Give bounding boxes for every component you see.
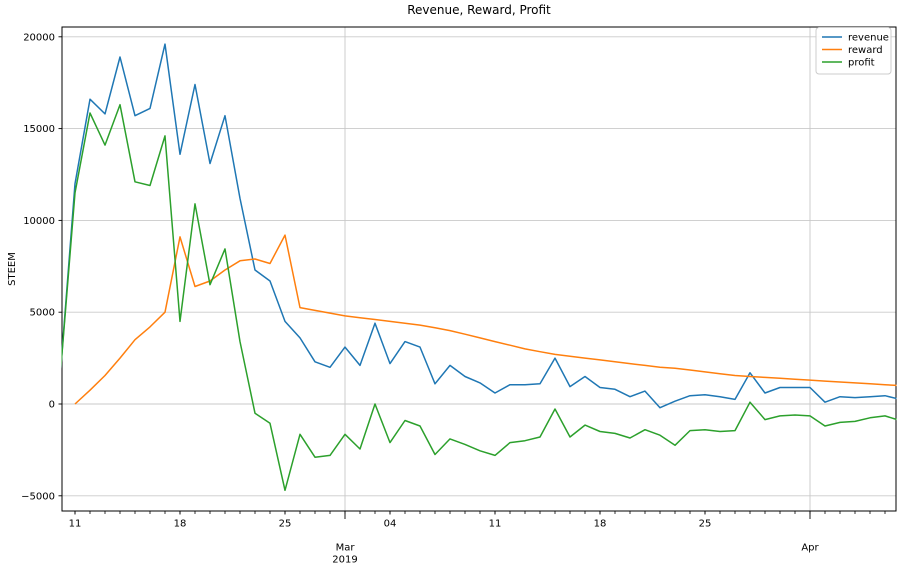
legend-label-reward: reward [848,45,883,56]
grid-lines [62,27,896,511]
x-month-label: Apr [801,543,819,554]
legend-label-profit: profit [848,58,875,69]
x-day-tick-label: 04 [384,519,397,530]
x-day-tick-label: 18 [174,519,187,530]
y-tick-label: 15000 [23,124,55,135]
x-day-tick-label: 11 [69,519,82,530]
x-month-label: Mar [336,543,356,554]
y-tick-label: 10000 [23,216,55,227]
legend-label-revenue: revenue [848,33,889,44]
y-tick-label: −5000 [21,491,55,502]
chart-title: Revenue, Reward, Profit [407,3,551,17]
y-tick-label: 20000 [23,32,55,43]
profit-line [61,103,897,492]
legend-entry-revenue: revenue [822,33,889,44]
x-year-label: 2019 [332,555,357,566]
x-day-tick-label: 25 [699,519,712,530]
legend-entry-reward: reward [822,45,883,56]
x-day-tick-label: 18 [594,519,607,530]
y-tick-label: 5000 [30,308,55,319]
y-tick-label: 0 [49,400,55,411]
x-day-tick-label: 11 [489,519,502,530]
plot-border [61,26,897,512]
legend-entry-profit: profit [822,58,875,69]
y-axis-label: STEEM [7,252,18,286]
x-day-tick-label: 25 [279,519,292,530]
revenue-line [61,43,897,409]
reward-line [74,234,897,405]
